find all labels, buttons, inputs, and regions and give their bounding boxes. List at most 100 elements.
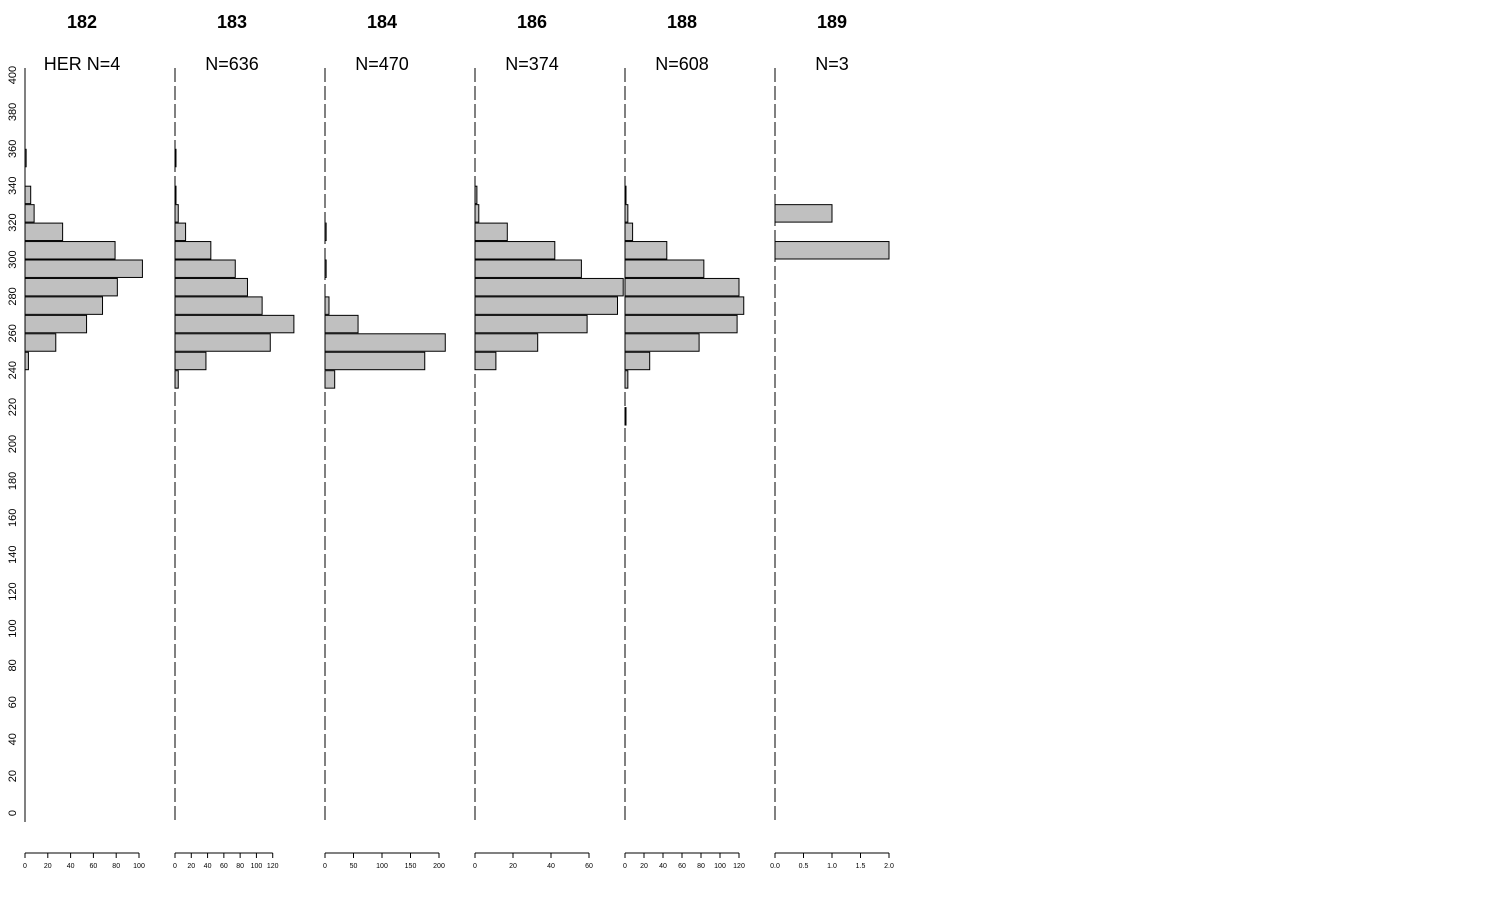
x-tick-label: 80 <box>112 863 120 870</box>
x-tick-label: 100 <box>376 863 388 870</box>
x-tick-label: 60 <box>678 863 686 870</box>
panel-subtitle: N=636 <box>205 54 259 74</box>
y-tick-label: 340 <box>7 177 19 195</box>
histogram-bar <box>624 185 627 205</box>
histogram-bar <box>24 204 35 223</box>
x-tick-label: 40 <box>547 863 555 870</box>
histogram-bar <box>174 185 177 205</box>
histogram-bar <box>474 333 539 352</box>
y-tick-label: 40 <box>7 733 19 745</box>
x-tick-label: 120 <box>733 863 745 870</box>
histogram-bar <box>174 370 179 389</box>
x-tick-label: 0 <box>23 863 27 870</box>
histogram-bar <box>24 351 29 371</box>
x-tick-label: 0 <box>323 863 327 870</box>
panel-title: 189 <box>817 12 847 32</box>
histogram-bar <box>474 185 478 205</box>
histogram-bar <box>174 333 271 352</box>
panel-subtitle: N=470 <box>355 54 409 74</box>
y-tick-label: 60 <box>7 696 19 708</box>
y-tick-label: 180 <box>7 472 19 490</box>
histogram-bar <box>24 333 57 352</box>
histogram-bar <box>624 351 651 371</box>
panel-subtitle: N=374 <box>505 54 559 74</box>
y-tick-label: 280 <box>7 287 19 305</box>
y-tick-label: 260 <box>7 324 19 342</box>
panel-title: 188 <box>667 12 697 32</box>
histogram-bar <box>24 241 116 260</box>
histogram-bar <box>24 222 64 242</box>
panel-title: 182 <box>67 12 97 32</box>
x-tick-label: 100 <box>133 863 145 870</box>
histogram-bar <box>624 277 740 297</box>
histogram-bar <box>324 370 336 389</box>
histogram-bar <box>24 185 32 205</box>
y-tick-label: 80 <box>7 659 19 671</box>
histogram-bar <box>624 333 700 352</box>
x-tick-label: 50 <box>350 863 358 870</box>
y-tick-label: 300 <box>7 250 19 268</box>
histogram-bar <box>624 296 745 315</box>
y-tick-label: 220 <box>7 398 19 416</box>
x-tick-label: 20 <box>509 863 517 870</box>
histogram-bar <box>624 314 738 334</box>
panel-subtitle: N=608 <box>655 54 709 74</box>
y-tick-label: 360 <box>7 140 19 158</box>
histogram-bar <box>174 241 212 260</box>
histogram-bar <box>624 259 705 278</box>
histogram-bar <box>24 314 88 334</box>
x-tick-label: 60 <box>220 863 228 870</box>
y-tick-label: 100 <box>7 619 19 637</box>
x-tick-label: 150 <box>405 863 417 870</box>
histogram-bar <box>174 148 177 168</box>
histogram-bar <box>474 259 582 278</box>
y-tick-label: 20 <box>7 770 19 782</box>
histogram-bar <box>24 148 27 168</box>
x-tick-label: 120 <box>267 863 279 870</box>
histogram-bar <box>324 351 426 371</box>
x-tick-label: 60 <box>90 863 98 870</box>
panel-subtitle: N=3 <box>815 54 849 74</box>
y-tick-label: 400 <box>7 66 19 84</box>
y-tick-label: 140 <box>7 546 19 564</box>
x-tick-label: 40 <box>204 863 212 870</box>
histogram-bar <box>474 204 480 223</box>
x-tick-label: 1.5 <box>856 863 866 870</box>
y-tick-label: 0 <box>7 810 19 816</box>
histogram-bar <box>624 370 629 389</box>
x-tick-label: 0 <box>623 863 627 870</box>
histogram-bar <box>474 222 508 242</box>
histogram-bar <box>774 241 890 260</box>
x-tick-label: 0.5 <box>799 863 809 870</box>
histogram-bar <box>324 333 446 352</box>
histogram-bar <box>174 296 263 315</box>
y-tick-label: 160 <box>7 509 19 527</box>
histogram-bar <box>24 277 118 297</box>
histogram-bar <box>624 241 668 260</box>
x-tick-label: 2.0 <box>884 863 894 870</box>
histogram-bar <box>174 314 295 334</box>
x-tick-label: 20 <box>44 863 52 870</box>
histogram-bar <box>174 351 207 371</box>
histogram-bar <box>474 314 588 334</box>
x-tick-label: 60 <box>585 863 593 870</box>
histogram-bar <box>474 351 497 371</box>
y-tick-label: 320 <box>7 213 19 231</box>
histogram-bar <box>174 259 236 278</box>
x-tick-label: 0 <box>473 863 477 870</box>
histogram-bar <box>624 407 627 426</box>
y-tick-label: 200 <box>7 435 19 453</box>
histogram-bar <box>474 241 556 260</box>
x-tick-label: 40 <box>659 863 667 870</box>
x-tick-label: 0 <box>173 863 177 870</box>
panel-subtitle: HER N=4 <box>44 54 121 74</box>
x-tick-label: 80 <box>236 863 244 870</box>
histogram-bar <box>174 222 187 242</box>
y-tick-label: 240 <box>7 361 19 379</box>
histogram-bar <box>474 296 618 315</box>
x-tick-label: 40 <box>67 863 75 870</box>
histogram-bar <box>624 204 629 223</box>
x-tick-label: 80 <box>697 863 705 870</box>
histogram-bar <box>24 296 104 315</box>
